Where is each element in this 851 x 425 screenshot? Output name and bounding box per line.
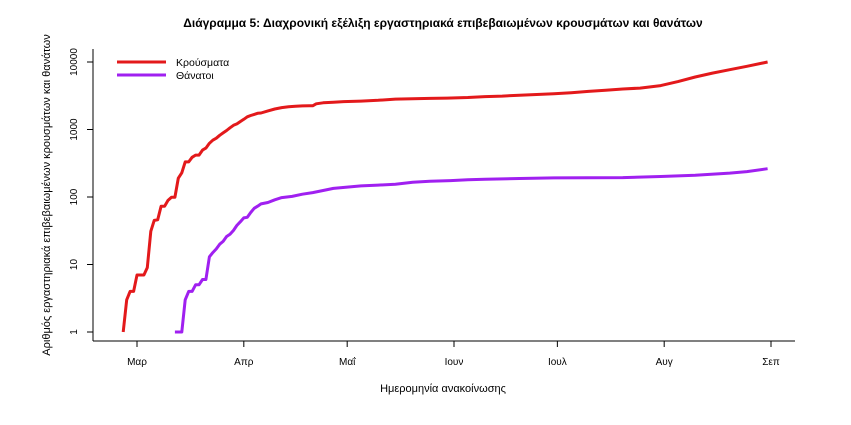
x-axis-label: Ημερομηνία ανακοίνωσης [380,383,506,395]
x-tick-label: Αυγ [656,357,673,368]
y-tick-label: 1000 [69,118,80,141]
x-ticks: Μαρ Απρ Μαΐ Ιουν Ιουλ Αυγ Σεπ [127,341,780,368]
y-tick-label: 100 [69,188,80,205]
x-tick-label: Σεπ [762,357,780,368]
series-lines [121,60,768,334]
x-tick-label: Μαΐ [339,356,356,368]
x-tick-label: Ιουν [445,357,464,368]
series-line-2 [174,167,768,334]
chart-title: Διάγραμμα 5: Διαχρονική εξέλιξη εργαστηρ… [183,16,703,30]
x-tick-label: Ιουλ [548,357,567,368]
y-ticks: 1 10 100 1000 10000 [69,48,93,335]
legend-label-1: Κρούσματα [176,57,229,69]
y-tick-label: 10 [69,259,80,271]
x-tick-label: Απρ [234,357,254,368]
y-axis-label: Αριθμός εργαστηριακά επιβεβαιωμένων κρου… [41,34,53,356]
plot-frame [92,49,795,342]
y-tick-label: 10000 [69,48,80,76]
series-line-1 [121,60,768,333]
y-tick-label: 1 [69,329,80,335]
x-tick-label: Μαρ [127,357,147,368]
legend-label-2: Θάνατοι [176,70,214,82]
